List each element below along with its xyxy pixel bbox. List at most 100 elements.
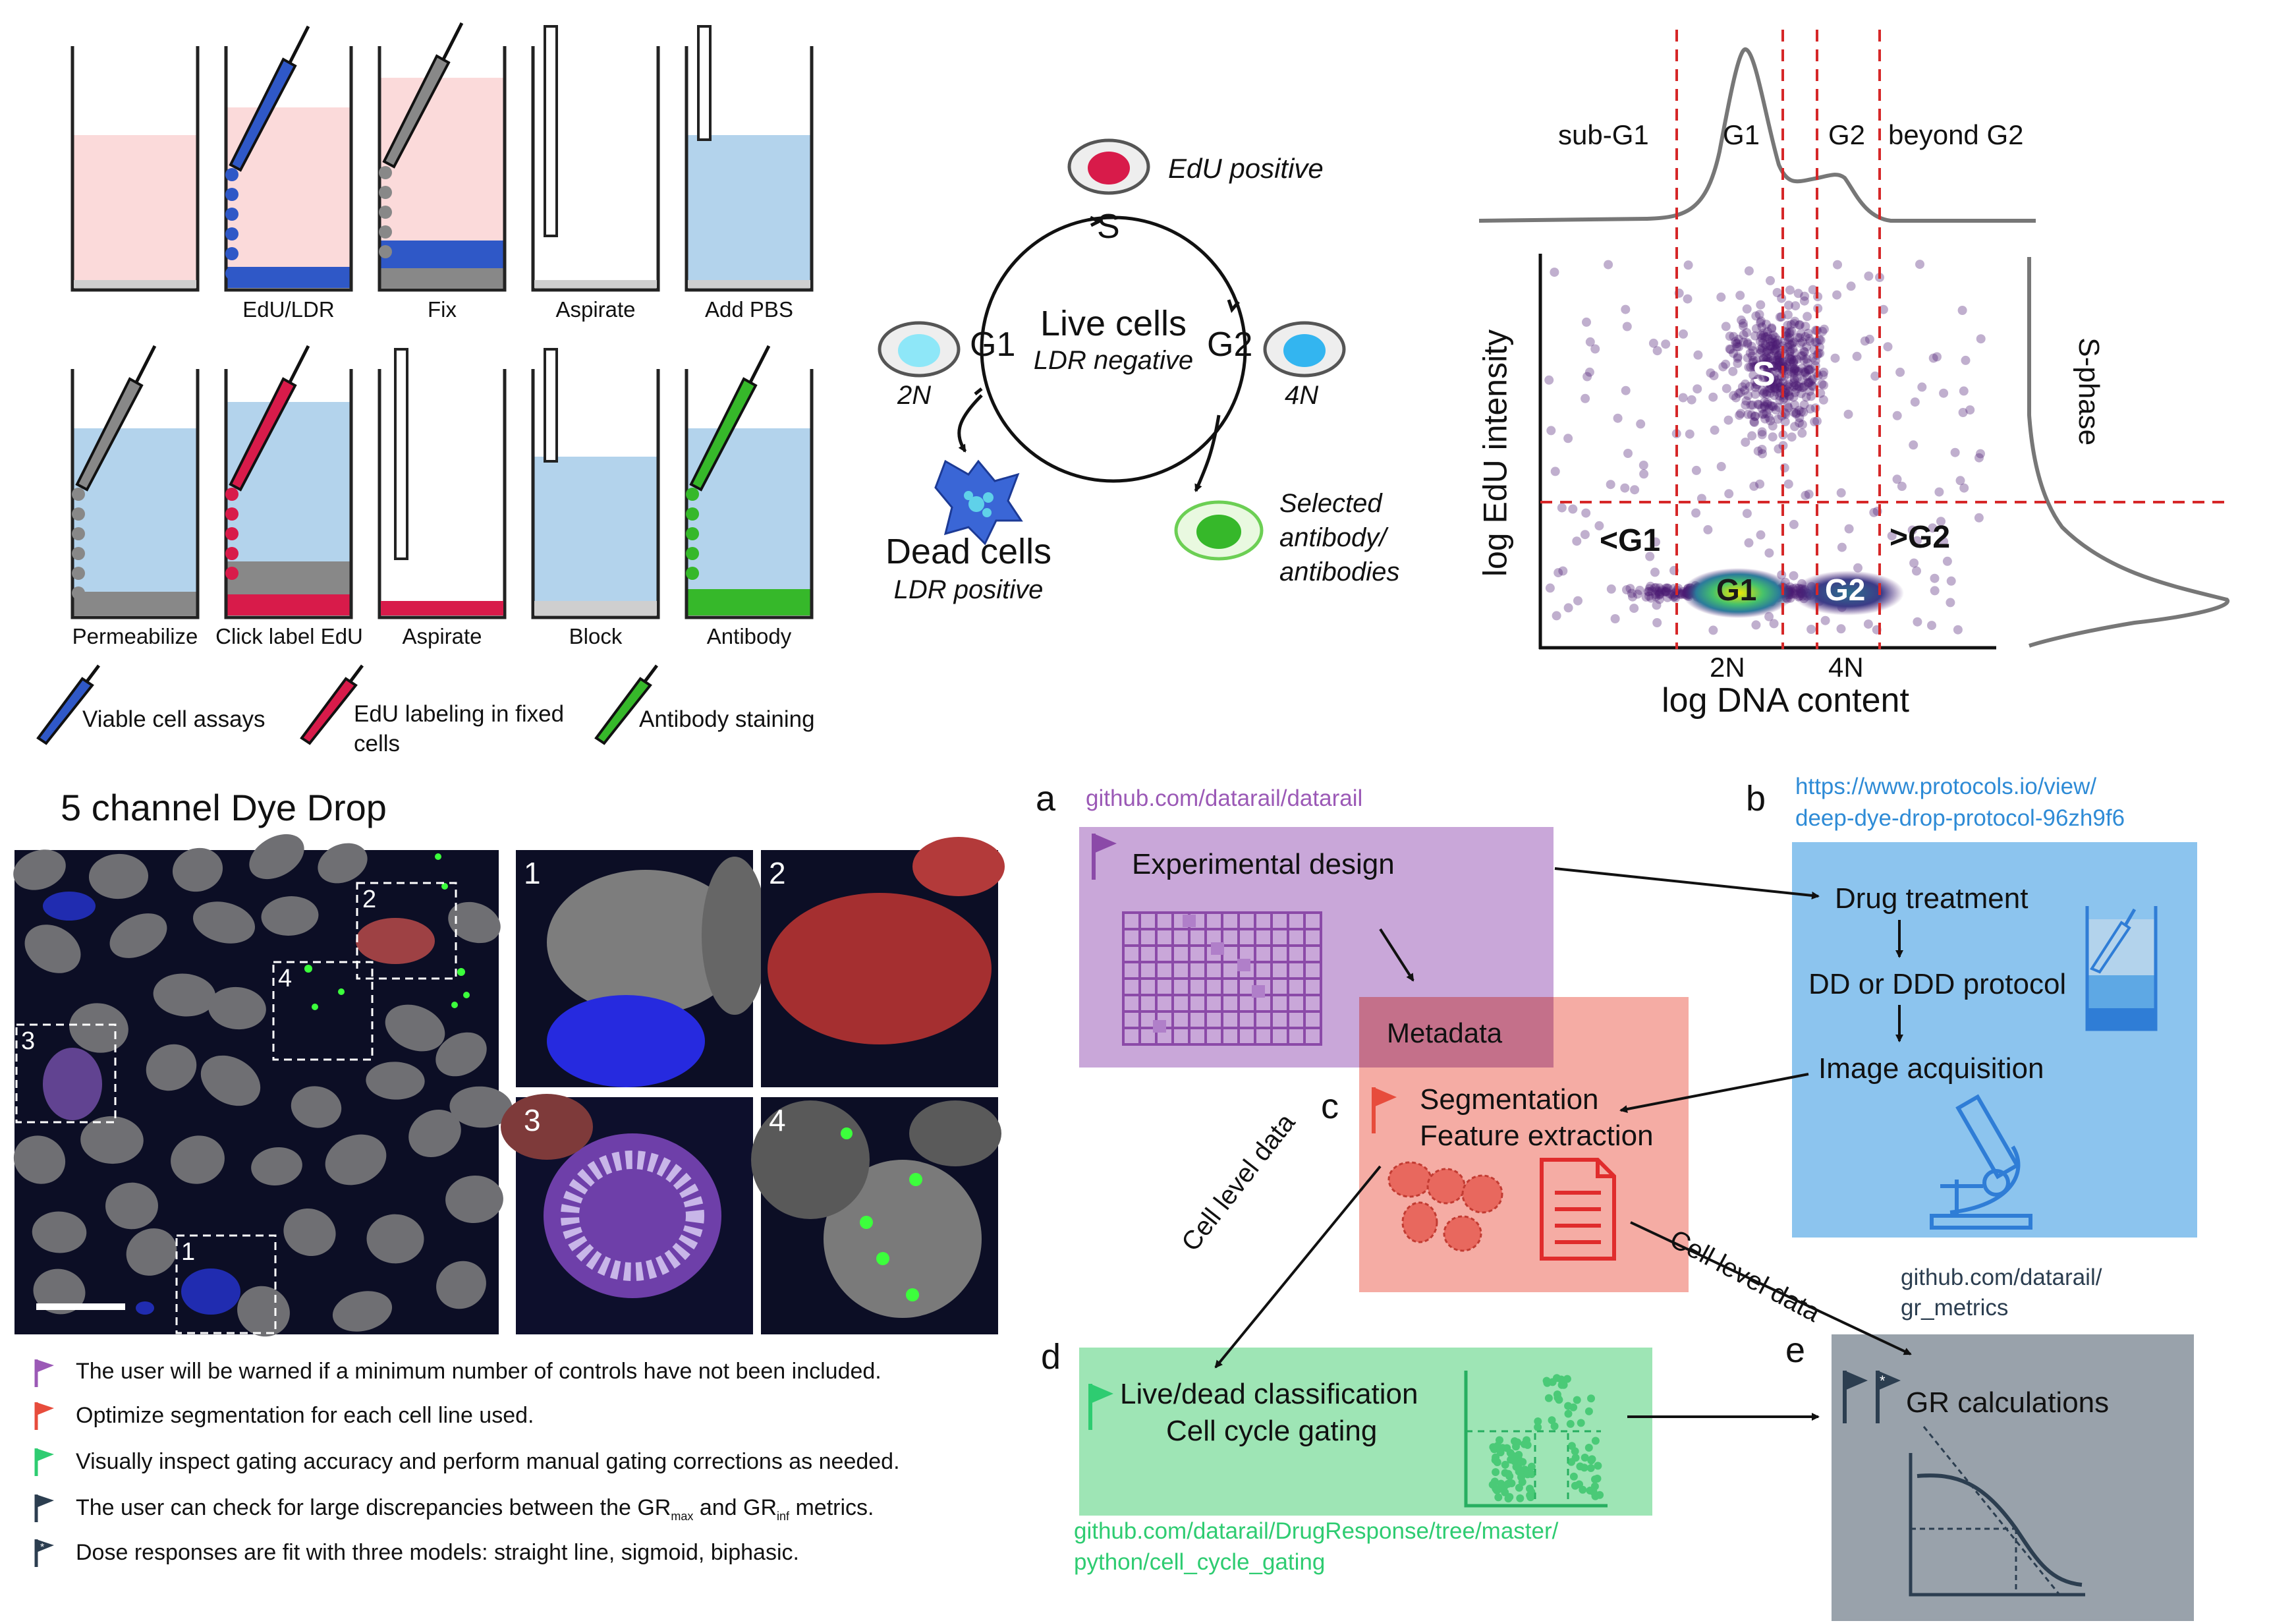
scatter-point	[1644, 584, 1654, 594]
well-row-2	[70, 345, 814, 619]
scatter-point	[1651, 583, 1661, 592]
mini-point	[1504, 1495, 1513, 1503]
scatter-point	[1934, 487, 1944, 497]
zoom-label-3: 3	[524, 1103, 541, 1137]
scatter-point	[1737, 315, 1746, 325]
zoom-panel-1[interactable]	[516, 850, 768, 1087]
scatter-point	[1770, 382, 1779, 392]
scatter-point	[1750, 331, 1760, 341]
scatter-point	[1573, 596, 1582, 606]
scatter-point	[1801, 368, 1810, 378]
scatter-point	[1708, 392, 1718, 402]
scatter-point	[1733, 334, 1743, 344]
scatter-point	[1751, 311, 1761, 321]
scatter-point	[1939, 388, 1949, 398]
well-click-label	[224, 345, 353, 619]
scatter-point	[1762, 347, 1772, 357]
scatter-point	[1661, 339, 1671, 349]
metadata-overlap	[1359, 997, 1554, 1068]
link-gr-metrics-2[interactable]: gr_metrics	[1901, 1295, 2009, 1321]
scatter-point	[1790, 387, 1800, 397]
mini-point	[1496, 1448, 1505, 1457]
scatter-point	[1742, 327, 1752, 337]
scatter-point	[1770, 346, 1779, 356]
mini-point	[1498, 1482, 1506, 1491]
link-gr-metrics-1[interactable]: github.com/datarail/	[1901, 1265, 2102, 1290]
mini-point	[1513, 1438, 1522, 1446]
flow-cytometry-plot	[1478, 30, 2230, 650]
scatter-point	[1744, 266, 1754, 276]
scatter-point	[1784, 382, 1794, 392]
link-datarail[interactable]: github.com/datarail/datarail	[1086, 785, 1363, 811]
zoom-panel-3[interactable]	[501, 1094, 753, 1334]
plate-grid-icon	[1122, 911, 1322, 1046]
selected-label-1: Selected	[1279, 489, 1382, 518]
scatter-point	[1789, 355, 1799, 365]
link-drugresponse-2[interactable]: python/cell_cycle_gating	[1074, 1549, 1326, 1575]
scatter-point	[1772, 363, 1782, 373]
scatter-point	[1792, 355, 1802, 364]
scatter-point	[1797, 428, 1807, 438]
scatter-point	[1796, 389, 1806, 399]
scatter-point	[1667, 590, 1677, 600]
scatter-point	[1773, 375, 1783, 385]
scatter-point	[1895, 367, 1905, 377]
scatter-point	[1844, 524, 1854, 534]
link-drugresponse-1[interactable]: github.com/datarail/DrugResponse/tree/ma…	[1074, 1518, 1559, 1544]
scatter-point	[1751, 324, 1761, 333]
scatter-point	[1749, 362, 1758, 372]
link-protocols-1[interactable]: https://www.protocols.io/view/	[1795, 774, 2097, 799]
scatter-point	[1864, 271, 1874, 281]
workflow-arrows	[1214, 867, 1912, 1421]
panel-d-label: d	[1041, 1337, 1061, 1377]
scatter-point	[1766, 416, 1776, 426]
mini-point	[1489, 1443, 1498, 1452]
scatter-point	[1942, 556, 1952, 566]
scatter-point	[1762, 389, 1772, 399]
zoom-panel-2[interactable]	[761, 837, 1005, 1087]
scatter-point	[1892, 411, 1902, 420]
scatter-point	[1654, 594, 1664, 604]
panel-e-label: e	[1785, 1330, 1806, 1370]
scatter-point	[1665, 589, 1675, 599]
scatter-point	[1568, 504, 1578, 514]
scatter-point	[1662, 583, 1672, 593]
scatter-point	[1725, 344, 1735, 354]
green-pipette-icon	[594, 664, 658, 745]
scatter-point	[1946, 576, 1956, 586]
scatter-point	[1805, 365, 1814, 375]
nucleus	[33, 1268, 86, 1315]
nucleus	[436, 1261, 486, 1309]
note-dose-response: Dose responses are fit with three models…	[76, 1540, 799, 1565]
scatter-point	[1932, 352, 1942, 362]
scatter-point	[1655, 589, 1665, 598]
dna-histogram	[1478, 47, 2036, 223]
roi-box-4[interactable]	[272, 961, 374, 1061]
scatter-point	[1773, 414, 1783, 424]
scatter-point	[1818, 370, 1828, 380]
roi-box-2[interactable]	[356, 882, 457, 980]
scatter-point	[1782, 327, 1792, 337]
scatter-point	[1770, 391, 1779, 401]
scatter-point	[1797, 351, 1806, 361]
nucleus	[251, 1147, 302, 1185]
roi-box-1[interactable]	[175, 1234, 277, 1334]
scatter-point	[1803, 364, 1813, 374]
scatter-point	[1760, 332, 1770, 342]
scatter-point	[1650, 590, 1660, 599]
roi-box-3[interactable]	[15, 1023, 117, 1124]
scatter-point	[1645, 552, 1655, 561]
link-protocols-2[interactable]: deep-dye-drop-protocol-96zh9f6	[1795, 805, 2125, 831]
scatter-point	[1580, 530, 1590, 540]
nucleus	[105, 1182, 158, 1230]
scatter-point	[1724, 489, 1734, 499]
segmentation-flag-icon	[1372, 1087, 1397, 1133]
micrograph-main	[13, 834, 513, 1337]
mini-point	[1569, 1472, 1578, 1481]
scatter-point	[1953, 625, 1963, 635]
nucleus	[172, 847, 223, 892]
zoom-panel-4[interactable]	[751, 1097, 1001, 1334]
scatter-point	[1770, 337, 1780, 347]
region-g1-label: G1	[1716, 573, 1757, 607]
step-label-fix: Fix	[428, 297, 457, 322]
